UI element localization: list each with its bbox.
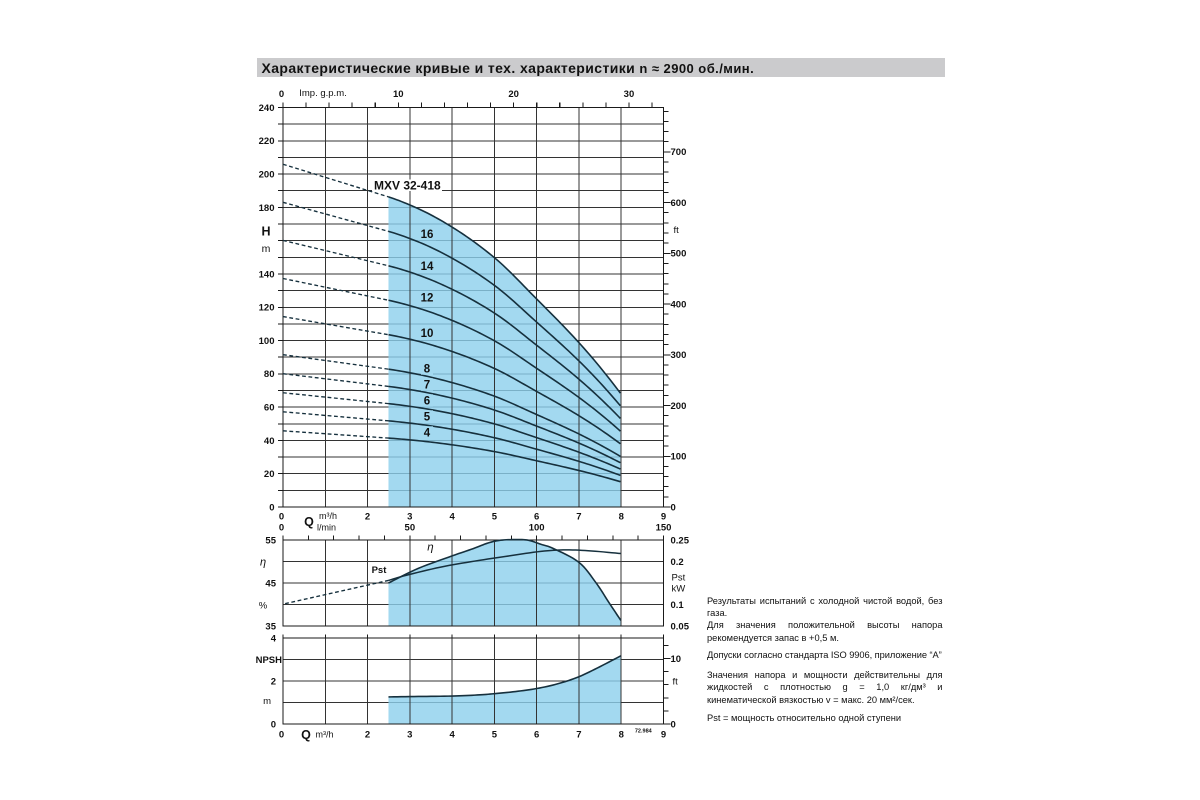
svg-text:Pst: Pst [372,565,388,576]
svg-text:0: 0 [271,719,276,730]
svg-text:200: 200 [259,169,275,180]
svg-text:0: 0 [279,89,284,100]
svg-text:0: 0 [279,523,284,534]
svg-text:10: 10 [671,654,682,665]
svg-text:0.05: 0.05 [671,621,690,632]
svg-text:m: m [263,696,271,707]
svg-text:80: 80 [264,369,275,380]
svg-text:7: 7 [424,380,430,392]
svg-text:500: 500 [671,249,687,260]
svg-text:100: 100 [259,336,275,347]
svg-text:400: 400 [671,299,687,310]
svg-text:2: 2 [365,730,370,741]
svg-text:7: 7 [576,730,581,741]
svg-text:H: H [261,225,270,239]
svg-text:5: 5 [424,412,431,424]
svg-text:12: 12 [421,293,434,305]
svg-text:40: 40 [264,436,275,447]
svg-text:NPSH: NPSH [256,655,283,666]
svg-text:55: 55 [265,535,276,546]
svg-text:Q: Q [304,515,314,529]
svg-text:0.25: 0.25 [671,535,690,546]
svg-text:240: 240 [259,103,275,114]
svg-text:6: 6 [534,730,539,741]
svg-text:0: 0 [671,719,676,730]
svg-text:l/min: l/min [317,523,336,533]
svg-text:5: 5 [492,512,498,523]
svg-text:MXV 32-418: MXV 32-418 [374,179,441,193]
svg-text:0: 0 [269,502,274,513]
svg-text:100: 100 [671,452,687,463]
svg-text:8: 8 [424,364,431,376]
svg-text:4: 4 [449,512,455,523]
svg-text:3: 3 [407,512,412,523]
svg-text:10: 10 [421,328,434,340]
svg-text:50: 50 [405,523,416,534]
svg-text:0.2: 0.2 [671,557,684,568]
svg-text:4: 4 [271,633,277,644]
svg-text:6: 6 [424,396,430,408]
svg-text:16: 16 [421,229,434,241]
svg-text:8: 8 [619,512,624,523]
svg-text:60: 60 [264,403,275,414]
svg-text:m³/h: m³/h [316,730,334,740]
svg-text:9: 9 [661,512,666,523]
svg-text:7: 7 [576,512,581,523]
svg-text:η: η [260,556,266,568]
svg-text:Imp. g.p.m.: Imp. g.p.m. [299,88,347,99]
svg-text:Pst: Pst [672,573,686,584]
svg-text:8: 8 [619,730,624,741]
svg-text:2: 2 [365,512,370,523]
svg-text:180: 180 [259,203,275,214]
svg-text:3: 3 [407,730,412,741]
svg-text:20: 20 [508,89,519,100]
svg-text:300: 300 [671,350,687,361]
svg-text:η: η [427,542,433,554]
svg-text:m: m [262,243,271,255]
svg-text:6: 6 [534,512,539,523]
svg-text:4: 4 [424,428,431,440]
svg-text:30: 30 [624,89,635,100]
svg-text:kW: kW [672,584,686,595]
svg-text:72.984: 72.984 [635,728,653,734]
svg-text:150: 150 [656,523,672,534]
svg-text:200: 200 [671,401,687,412]
svg-text:Q: Q [301,728,311,742]
svg-text:0.1: 0.1 [671,600,685,611]
svg-text:600: 600 [671,198,687,209]
svg-text:45: 45 [265,578,276,589]
svg-text:2: 2 [271,676,276,687]
svg-text:ft: ft [674,225,680,236]
svg-text:ft: ft [673,676,679,687]
svg-text:700: 700 [671,147,687,158]
svg-text:0: 0 [279,730,284,741]
svg-text:220: 220 [259,136,275,147]
svg-text:140: 140 [259,269,275,280]
svg-text:0: 0 [279,512,284,523]
svg-text:%: % [259,600,268,611]
svg-text:9: 9 [661,730,666,741]
svg-text:20: 20 [264,469,275,480]
svg-text:35: 35 [265,621,276,632]
svg-text:5: 5 [492,730,498,741]
svg-text:10: 10 [393,89,404,100]
svg-text:100: 100 [529,523,545,534]
svg-text:120: 120 [259,303,275,314]
svg-text:14: 14 [421,261,434,273]
svg-text:0: 0 [671,502,676,513]
svg-text:m³/h: m³/h [319,511,337,521]
svg-text:4: 4 [449,730,455,741]
